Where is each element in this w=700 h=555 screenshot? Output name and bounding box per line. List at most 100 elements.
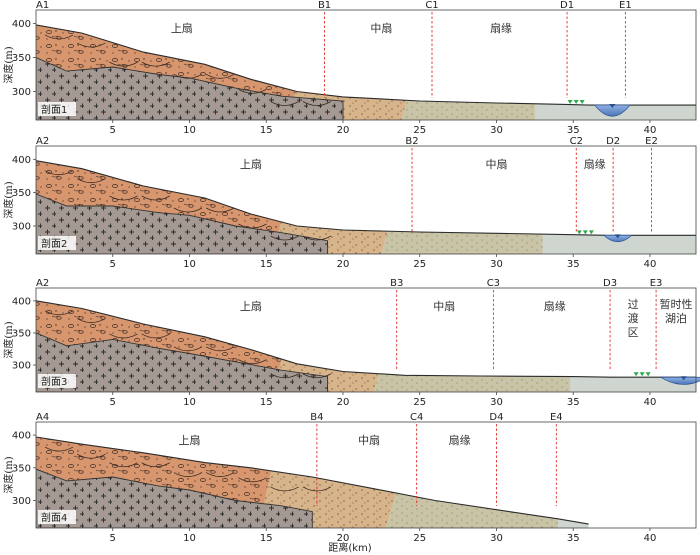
channel-lens: [173, 472, 203, 477]
zone-title: 上扇: [178, 433, 200, 447]
channel-lens: [141, 61, 170, 67]
zone-title: 区: [628, 326, 639, 339]
ground-surface: [35, 24, 696, 106]
distal-deposit: [557, 437, 589, 528]
zone-title: 湖泊: [665, 312, 687, 325]
profile-panels: 400 350 300 深度(m) 5 10 15 20 25 30 35 40 A1 B1 C1 D1 E1 上…: [2, 0, 700, 544]
channel-lens: [205, 346, 235, 352]
y-tick-label: 300: [12, 87, 31, 98]
zone-title: 扇缘: [449, 433, 471, 447]
y-tick-label: 350: [12, 188, 31, 199]
x-tick-label: 40: [644, 259, 657, 270]
y-tick-label: 300: [12, 361, 31, 372]
panel-frame: [35, 145, 697, 255]
x-tick-label: 20: [337, 397, 350, 408]
x-tick-label: 40: [644, 125, 657, 136]
x-tick-label: 15: [260, 533, 273, 544]
zone-boundary-label: E3: [650, 278, 663, 289]
ground-surface: [35, 436, 589, 525]
ground-surface: [35, 300, 696, 378]
profile-name: 剖面2: [41, 237, 67, 250]
x-tick-label: 40: [644, 533, 657, 544]
channel-lens: [302, 101, 332, 106]
x-axis-title: 距离(km): [328, 541, 371, 554]
zone-boundary-label: D3: [603, 278, 617, 289]
lake-water: [603, 234, 633, 243]
zone-boundary-label: E4: [550, 412, 563, 423]
channel-lens: [44, 34, 74, 40]
channel-lens: [238, 88, 267, 94]
lake-water: [593, 104, 631, 117]
zone-boundary-label: B3: [390, 278, 403, 289]
distal-deposit: [534, 24, 696, 120]
channel-lens: [77, 318, 106, 323]
zone-title: 中扇: [358, 433, 380, 447]
bedrock: [36, 332, 329, 392]
channel-lens: [109, 462, 138, 468]
x-tick-label: 5: [110, 533, 116, 544]
zone-boundary-label: C1: [425, 0, 438, 11]
zone-boundary-label: B1: [318, 0, 331, 11]
zone-title: 中扇: [485, 157, 507, 171]
channel-lens: [44, 170, 74, 176]
channel-lens: [141, 333, 170, 339]
channel-lens: [270, 101, 299, 106]
profile-name: 剖面1: [41, 103, 67, 116]
channel-lens: [77, 42, 106, 48]
profile-panel: 400 350 300 深度(m) 5 10 15 20 25 30 35 40 A4 B4 C4 D4 E4 上…: [2, 412, 697, 544]
water-level-icon: [680, 376, 687, 381]
channel-lens: [270, 373, 299, 379]
profile-panel: 400 350 300 深度(m) 5 10 15 20 25 30 35 40 A2 B2 C2 D2 E2 上…: [2, 136, 697, 270]
x-tick-label: 35: [567, 397, 580, 408]
zone-title: 上扇: [171, 21, 193, 35]
channel-lens: [44, 310, 74, 316]
zone-boundary-label: C2: [570, 136, 583, 147]
profile-panel: 400 350 300 深度(m) 5 10 15 20 25 30 35 40 A1 B1 C1 D1 E1 上…: [2, 0, 697, 136]
x-tick-label: 5: [110, 125, 116, 136]
zone-title: 中扇: [370, 21, 392, 35]
channel-lens: [302, 373, 332, 379]
x-tick-label: 15: [260, 259, 273, 270]
panel-frame: [35, 421, 697, 529]
profile-name-box: [38, 510, 76, 524]
profile-name: 剖面4: [41, 511, 67, 524]
x-tick-label: 10: [183, 259, 196, 270]
zone-boundary-label: D1: [560, 0, 574, 11]
zone-boundary-label: B4: [310, 412, 323, 423]
zone-boundary-label: B2: [405, 136, 418, 147]
zone-title: 中扇: [433, 299, 455, 313]
y-tick-label: 350: [12, 463, 31, 474]
x-tick-label: 5: [110, 259, 116, 270]
x-tick-label: 40: [644, 397, 657, 408]
x-tick-label: 35: [567, 259, 580, 270]
zone-boundary-label: E1: [619, 0, 632, 11]
channel-lens: [270, 486, 299, 492]
channel-lens: [205, 207, 235, 213]
water-level-icon: [609, 104, 616, 109]
zone-boundary-label: D2: [606, 136, 620, 147]
x-tick-label: 25: [413, 259, 426, 270]
profile-name-box: [38, 374, 76, 388]
channel-lens: [173, 346, 203, 352]
vegetation-icon: [633, 372, 639, 377]
profile-name: 剖面3: [41, 375, 67, 388]
channel-lens: [77, 453, 106, 459]
channel-lens: [44, 446, 74, 452]
y-axis-title: 深度(m): [2, 181, 15, 218]
channel-lens: [238, 223, 267, 229]
y-axis-title: 深度(m): [2, 46, 15, 83]
channel-lens: [141, 462, 170, 468]
zone-title: 上扇: [240, 299, 262, 313]
zone-title: 暂时性: [660, 297, 693, 311]
y-axis-title: 深度(m): [2, 456, 15, 493]
channel-lens: [173, 207, 203, 213]
profile-name-box: [38, 102, 76, 116]
x-tick-label: 35: [567, 533, 580, 544]
vegetation-icon: [567, 100, 573, 105]
channel-lens: [173, 73, 203, 79]
x-tick-label: 25: [413, 533, 426, 544]
zone-boundary-label: E2: [645, 136, 658, 147]
bedrock: [36, 468, 313, 528]
channel-lens: [77, 178, 106, 184]
